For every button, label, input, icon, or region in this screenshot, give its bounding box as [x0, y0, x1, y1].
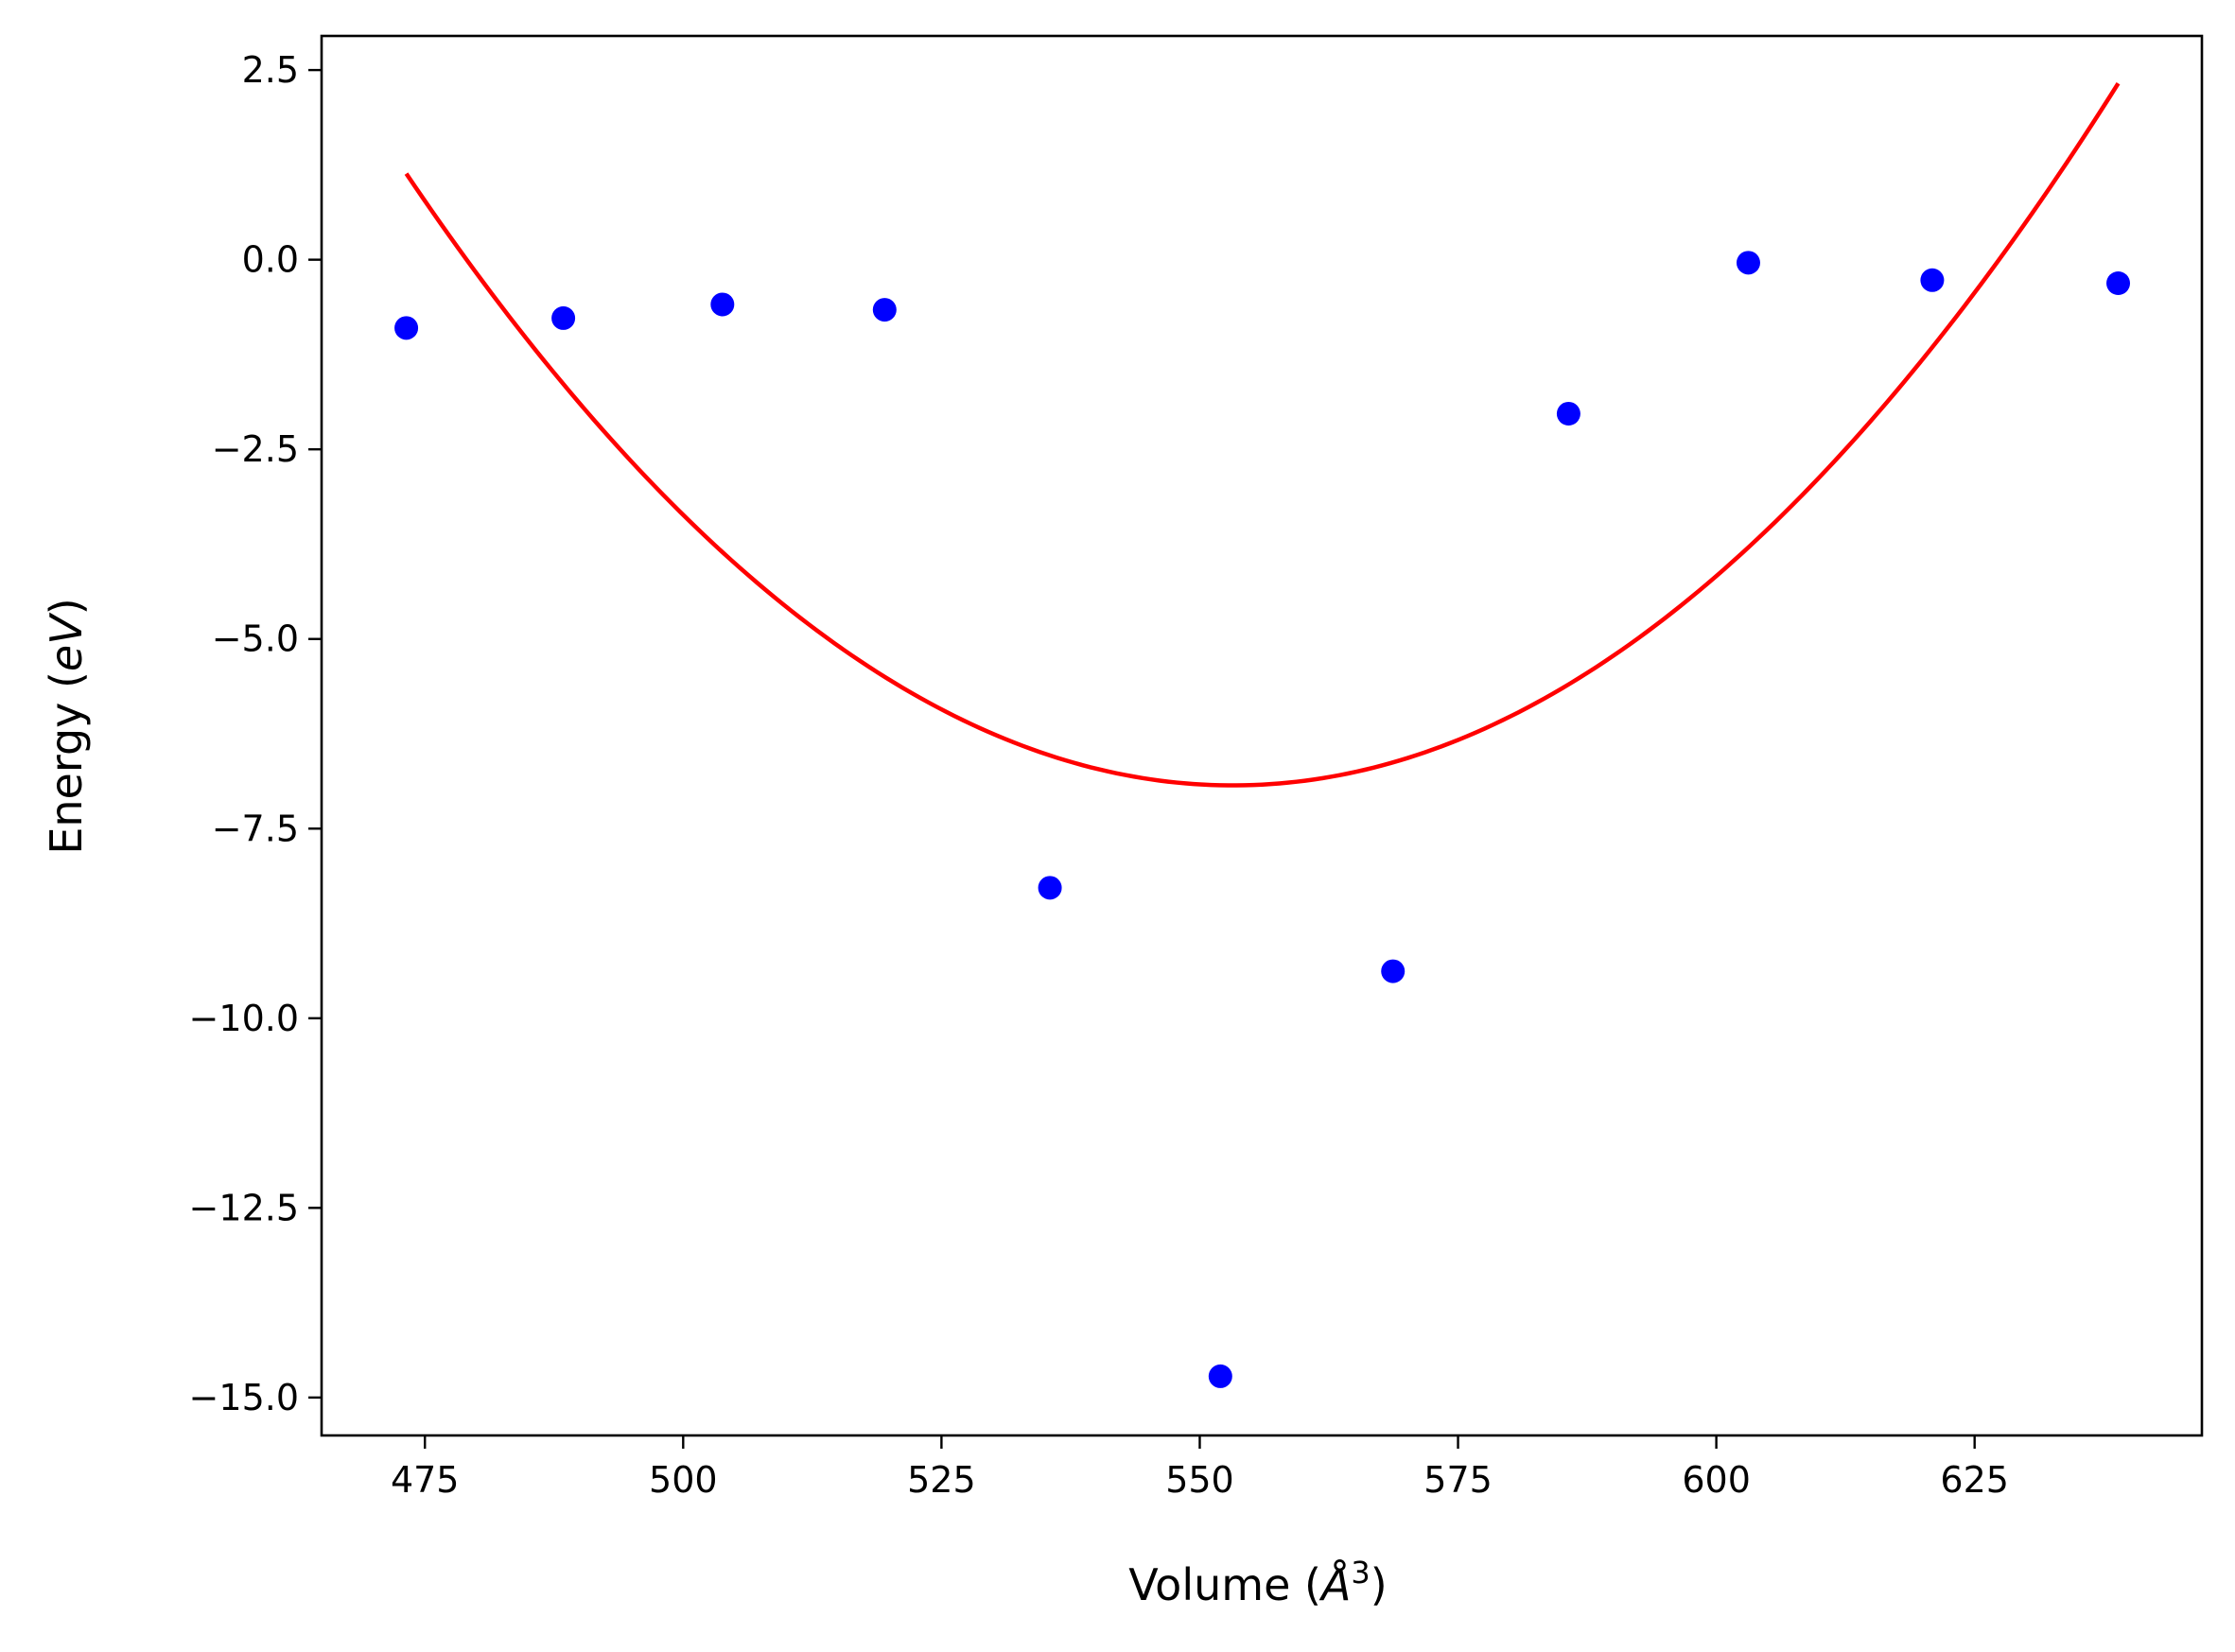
y-axis-label-unit: eV: [41, 612, 92, 671]
data-point: [394, 316, 419, 340]
data-point: [1381, 959, 1406, 983]
x-tick-label: 575: [1423, 1459, 1493, 1501]
plot-frame: [320, 34, 2204, 1437]
x-tick-label: 525: [907, 1459, 976, 1501]
plot-area: [322, 36, 2202, 1435]
x-tick-label: 500: [649, 1459, 718, 1501]
y-tick-label: −10.0: [189, 998, 299, 1039]
x-tick-label: 550: [1165, 1459, 1234, 1501]
y-tick-label: −15.0: [189, 1377, 299, 1418]
y-tick-label: −7.5: [212, 808, 299, 849]
x-axis-label-unit: Å: [1318, 1559, 1351, 1610]
plot-marks: [394, 82, 2131, 1388]
data-point: [710, 292, 735, 317]
data-point: [1208, 1364, 1232, 1388]
x-axis-label-prefix: Volume (: [1128, 1559, 1321, 1610]
x-axis-label-superscript: 3: [1351, 1555, 1370, 1591]
data-point: [551, 305, 576, 330]
x-tick-label: 475: [391, 1459, 460, 1501]
y-tick-label: 2.5: [242, 49, 299, 91]
y-axis-label-prefix: Energy (: [41, 671, 92, 855]
data-point: [872, 298, 897, 322]
y-tick-label: 0.0: [242, 239, 299, 281]
data-point: [1920, 268, 1945, 292]
y-axis-label-suffix: ): [41, 598, 92, 615]
x-tick-label: 625: [1940, 1459, 2009, 1501]
data-point: [2106, 271, 2131, 296]
data-point: [1736, 251, 1760, 275]
x-axis-label-suffix: ): [1371, 1559, 1388, 1610]
fit-curve: [404, 82, 2121, 788]
y-axis-ticks: 2.5 0.0 −2.5 −5.0 −7.5 −10.0 −12.5 −15.0: [189, 49, 322, 1418]
data-point: [1038, 876, 1062, 900]
x-axis-label: Volume (Å3): [1128, 1555, 1387, 1610]
y-tick-label: −2.5: [212, 428, 299, 470]
x-axis-ticks: 475 500 525 550 575 600 625: [391, 1435, 2009, 1501]
y-tick-label: −12.5: [189, 1187, 299, 1228]
data-point: [1556, 401, 1580, 426]
y-tick-label: −5.0: [212, 618, 299, 660]
x-tick-label: 600: [1682, 1459, 1751, 1501]
y-axis-label: Energy (eV): [41, 598, 92, 854]
